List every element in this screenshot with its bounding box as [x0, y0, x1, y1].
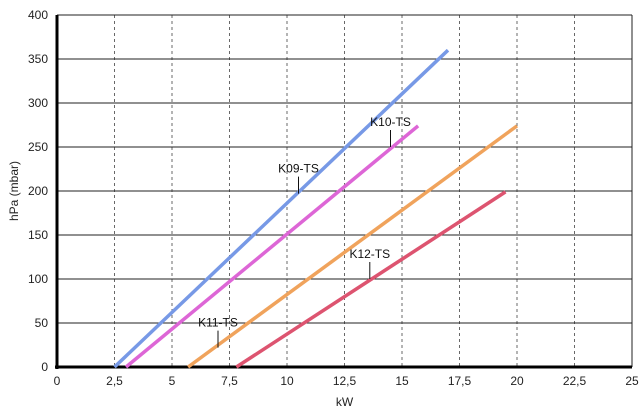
series-label: K11-TS	[198, 316, 238, 330]
x-tick-label: 2,5	[106, 374, 123, 388]
x-tick-label: 0	[54, 374, 61, 388]
y-tick-label: 350	[28, 52, 48, 66]
y-tick-label: 150	[28, 228, 48, 242]
x-tick-label: 17,5	[448, 374, 472, 388]
x-axis-title: kW	[336, 395, 354, 409]
series-line	[235, 190, 507, 369]
series-label: K12-TS	[349, 247, 390, 261]
x-tick-label: 20	[510, 374, 524, 388]
y-tick-label: 300	[28, 96, 48, 110]
x-tick-label: 7,5	[221, 374, 238, 388]
series-line	[124, 124, 420, 369]
y-tick-label: 0	[41, 360, 48, 374]
y-tick-label: 400	[28, 8, 48, 22]
x-tick-label: 5	[169, 374, 176, 388]
tick-labels: 0 2,5 5 7,5 10 12,5 15 17,5 20 22,5 25050100150200…	[28, 8, 639, 388]
y-tick-label: 50	[35, 316, 49, 330]
series-label: K10-TS	[370, 115, 411, 129]
y-tick-label: 250	[28, 140, 48, 154]
x-tick-label: 12,5	[333, 374, 357, 388]
series-labels: K10-TS K09-TS K11-TS K12-TS	[198, 115, 411, 348]
series-line	[113, 48, 450, 369]
grid-lines	[57, 14, 633, 367]
y-axis-title: hPa (mbar)	[7, 161, 21, 221]
x-tick-label: 15	[395, 374, 409, 388]
x-tick-label: 22,5	[563, 374, 587, 388]
y-tick-label: 100	[28, 272, 48, 286]
y-tick-label: 200	[28, 184, 48, 198]
axes	[55, 15, 633, 369]
series-line	[187, 124, 519, 369]
series-label: K09-TS	[278, 162, 319, 176]
x-tick-label: 10	[280, 374, 294, 388]
x-tick-label: 25	[625, 374, 639, 388]
series-lines	[113, 48, 519, 369]
